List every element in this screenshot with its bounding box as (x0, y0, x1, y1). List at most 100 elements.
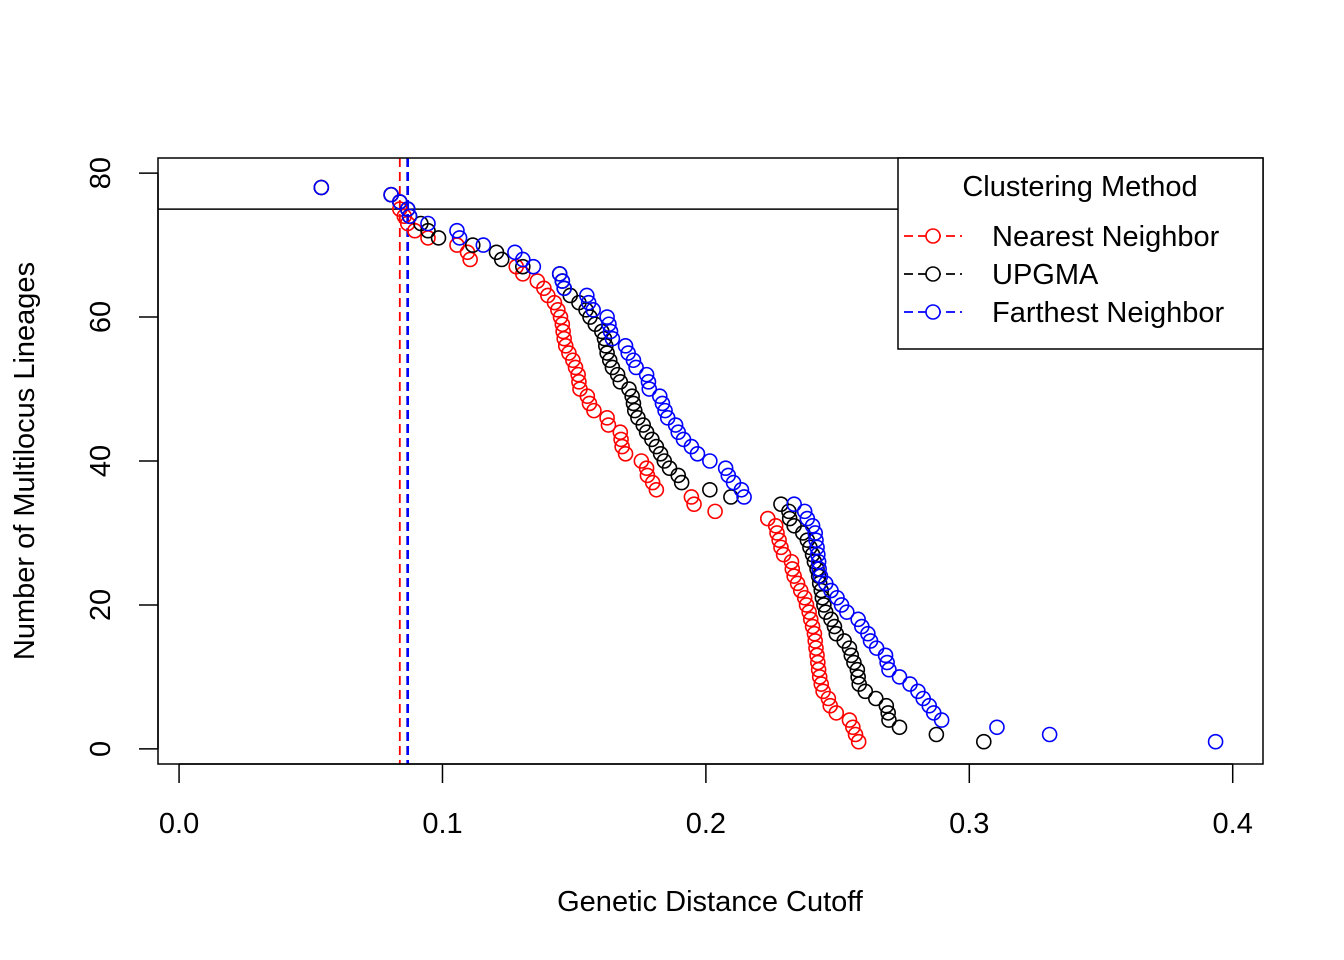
data-point (567, 359, 584, 376)
data-point (810, 661, 827, 678)
data-point (881, 661, 897, 678)
data-point (599, 345, 615, 361)
data-point (635, 417, 651, 433)
data-point (621, 381, 637, 397)
data-point (648, 481, 665, 498)
data-point (525, 258, 542, 275)
data-point (804, 618, 821, 635)
data-point (867, 690, 884, 707)
data-point (823, 611, 839, 628)
data-point (789, 575, 806, 592)
data-point (841, 640, 858, 656)
data-point (798, 597, 815, 613)
data-point (881, 712, 897, 728)
x-tick-label: 0.2 (686, 808, 726, 840)
data-point (850, 733, 867, 750)
data-point (449, 222, 465, 239)
legend-label: Farthest Neighbor (992, 297, 1224, 329)
data-point (891, 669, 908, 685)
data-point (599, 410, 615, 426)
data-point (670, 467, 687, 484)
data-point (771, 532, 787, 548)
data-point (796, 589, 813, 606)
legend-label: Nearest Neighbor (992, 221, 1220, 253)
data-point (451, 230, 468, 246)
data-point (601, 352, 618, 369)
data-point (313, 179, 330, 196)
data-point (617, 446, 634, 462)
y-tick-label: 60 (85, 301, 117, 333)
data-point (551, 266, 568, 282)
data-point (773, 539, 789, 556)
data-point (891, 719, 908, 736)
data-point (683, 489, 700, 505)
data-point (673, 474, 690, 491)
data-point (801, 604, 817, 620)
data-point (626, 402, 643, 419)
data-point (625, 352, 642, 369)
data-point (641, 381, 658, 397)
data-point (841, 712, 858, 728)
data-point (515, 251, 531, 268)
data-point (565, 352, 581, 369)
data-point (702, 453, 718, 469)
data-point (401, 208, 418, 225)
data-point (430, 230, 447, 246)
legend-label: UPGMA (992, 259, 1099, 291)
data-point (617, 338, 634, 354)
x-axis-label: Genetic Distance Cutoff (557, 886, 864, 918)
data-point (638, 460, 655, 476)
data-point (846, 654, 862, 671)
data-point (556, 280, 572, 297)
data-point (464, 237, 481, 253)
data-point (602, 323, 619, 340)
data-point (723, 489, 739, 505)
data-point (420, 215, 436, 232)
data-point (786, 568, 802, 584)
y-tick-label: 80 (85, 157, 117, 189)
legend: Clustering Method Nearest Neighbor UPGMA F… (897, 157, 1264, 350)
data-point (1207, 733, 1224, 750)
data-point (561, 345, 577, 361)
data-point (613, 431, 629, 448)
data-point (792, 582, 809, 599)
y-tick-label: 0 (85, 741, 117, 757)
data-point (604, 330, 621, 347)
data-point (707, 503, 723, 520)
data-point (850, 611, 866, 628)
data-point (550, 302, 566, 318)
data-point (860, 625, 876, 642)
x-tick-label: 0.1 (422, 808, 462, 840)
legend-marker (925, 266, 941, 282)
data-point (816, 597, 832, 613)
data-point (651, 388, 668, 405)
data-point (493, 251, 510, 268)
data-points (313, 179, 1224, 750)
data-point (686, 496, 702, 512)
data-point (717, 460, 734, 476)
legend-box (897, 157, 1264, 350)
data-point (640, 374, 657, 390)
data-point (839, 604, 855, 620)
data-point (975, 733, 992, 750)
data-point (599, 309, 615, 325)
data-point (638, 366, 655, 383)
data-point (702, 481, 718, 498)
data-point (857, 683, 874, 700)
data-point (733, 481, 750, 498)
data-point (847, 726, 864, 743)
y-tick-label: 40 (85, 445, 117, 477)
data-point (769, 525, 785, 541)
data-point (877, 647, 894, 664)
data-point (879, 654, 895, 671)
data-point (784, 561, 801, 577)
x-tick-label: 0.4 (1213, 808, 1253, 840)
data-point (811, 561, 827, 577)
data-point (579, 388, 596, 405)
data-point (850, 669, 866, 685)
data-point (826, 618, 843, 635)
x-tick-label: 0.0 (159, 808, 199, 840)
data-point (796, 503, 813, 520)
data-point (556, 330, 572, 347)
data-point (536, 280, 552, 297)
